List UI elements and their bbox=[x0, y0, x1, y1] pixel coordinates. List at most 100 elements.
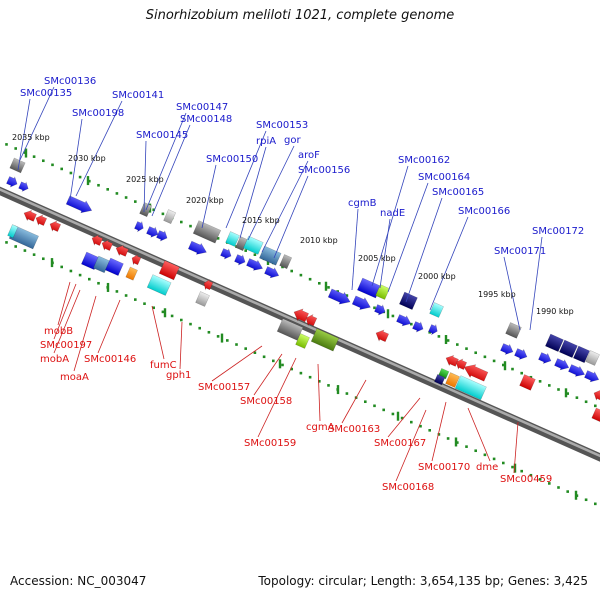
reverse-gene-shape bbox=[203, 278, 214, 291]
forward-gene-label: SMc00148 bbox=[180, 114, 232, 125]
reverse-gene-leader bbox=[431, 401, 447, 462]
forward-gene-leader bbox=[151, 124, 191, 217]
forward-gene-leader bbox=[503, 256, 521, 331]
forward-gene-leader bbox=[75, 100, 123, 197]
reverse-gene-shape bbox=[375, 329, 390, 343]
forward-gene-leader bbox=[371, 165, 409, 287]
reverse-gene-label: SMc00159 bbox=[244, 438, 296, 449]
forward-gene-shape bbox=[225, 231, 240, 247]
reverse-gene-shape bbox=[305, 314, 318, 327]
forward-gene-shape bbox=[234, 254, 246, 266]
forward-gene-shape bbox=[192, 220, 222, 244]
forward-gene-leader bbox=[387, 182, 429, 293]
forward-gene-leader bbox=[239, 146, 267, 239]
reverse-gene-shape bbox=[519, 374, 536, 391]
forward-gene-shape bbox=[585, 350, 600, 366]
forward-gene-label: SMc00153 bbox=[256, 120, 308, 131]
reverse-gene-leader bbox=[387, 397, 421, 438]
forward-gene-shape bbox=[428, 323, 438, 336]
reverse-gene-shape bbox=[146, 274, 172, 296]
forward-gene-shape bbox=[327, 288, 351, 305]
reverse-gene-shape bbox=[35, 214, 48, 226]
reverse-gene-leader bbox=[151, 305, 165, 360]
forward-gene-leader bbox=[351, 208, 359, 291]
forward-gene-label: SMc00162 bbox=[398, 155, 450, 166]
forward-gene-leader bbox=[429, 216, 469, 311]
forward-gene-leader bbox=[17, 98, 31, 171]
forward-gene-leader bbox=[225, 130, 267, 229]
forward-gene-shape bbox=[375, 284, 390, 300]
forward-gene-leader bbox=[143, 140, 147, 213]
reverse-gene-leader bbox=[257, 357, 297, 438]
upper-scale-line bbox=[5, 143, 597, 408]
reverse-gene-leader bbox=[57, 281, 71, 326]
lower-scale-line bbox=[5, 241, 597, 506]
reverse-gene-leader bbox=[341, 379, 367, 424]
reverse-gene-shape bbox=[591, 407, 600, 423]
forward-gene-shape bbox=[146, 226, 159, 238]
reverse-gene-leader bbox=[179, 321, 183, 370]
forward-gene-shape bbox=[187, 240, 207, 255]
scale-label: 2020 kbp bbox=[186, 196, 224, 205]
reverse-gene-shape bbox=[125, 266, 138, 281]
forward-gene-shape bbox=[134, 220, 144, 233]
reverse-gene-leader bbox=[467, 407, 491, 462]
reverse-gene-shape bbox=[131, 253, 142, 266]
forward-gene-shape bbox=[396, 314, 412, 327]
reverse-gene-label: SMc00157 bbox=[198, 382, 250, 393]
forward-gene-leader bbox=[405, 197, 443, 303]
scale-label: 2025 kbp bbox=[126, 175, 164, 184]
reverse-gene-shape bbox=[158, 260, 180, 281]
forward-gene-shape bbox=[264, 266, 280, 279]
forward-gene-label: SMc00172 bbox=[532, 226, 584, 237]
forward-gene-leader bbox=[247, 145, 295, 241]
forward-gene-shape bbox=[235, 236, 249, 252]
map-title: Sinorhizobium meliloti 1021, complete ge… bbox=[145, 8, 455, 23]
genome-backbone bbox=[0, 186, 600, 462]
reverse-gene-shape bbox=[293, 308, 309, 323]
reverse-gene-label: fumC bbox=[150, 360, 177, 371]
forward-gene-shape bbox=[500, 343, 514, 355]
forward-gene-leader bbox=[379, 218, 391, 289]
forward-gene-shape bbox=[6, 176, 18, 188]
forward-gene-shape bbox=[429, 302, 444, 318]
reverse-gene-leader bbox=[211, 345, 263, 382]
forward-gene-shape bbox=[357, 277, 382, 299]
reverse-gene-shape bbox=[295, 333, 310, 349]
reverse-gene-leader bbox=[53, 289, 81, 354]
reverse-gene-leader bbox=[317, 363, 321, 422]
reverse-gene-leader bbox=[253, 353, 283, 396]
reverse-gene-label: SMc00163 bbox=[328, 424, 380, 435]
forward-gene-label: SMc00171 bbox=[494, 246, 546, 257]
forward-gene-label: aroF bbox=[298, 150, 320, 161]
scale-label: 1995 kbp bbox=[478, 290, 516, 299]
reverse-gene-label: mobB bbox=[44, 326, 73, 337]
reverse-gene-shape bbox=[101, 239, 114, 251]
forward-gene-shape bbox=[139, 202, 153, 218]
forward-gene-label: SMc00166 bbox=[458, 206, 510, 217]
scale-label: 2035 kbp bbox=[12, 133, 50, 142]
forward-gene-shape bbox=[156, 230, 168, 242]
accession-label: Accession: NC_003047 bbox=[10, 574, 147, 588]
forward-gene-leader bbox=[201, 164, 217, 229]
forward-gene-label: nadE bbox=[380, 208, 405, 219]
reverse-gene-leader bbox=[97, 299, 121, 354]
forward-gene-label: rpiA bbox=[256, 136, 276, 147]
forward-gene-label: SMc00150 bbox=[206, 154, 258, 165]
forward-gene-shape bbox=[9, 157, 26, 174]
reverse-gene-shape bbox=[93, 255, 110, 274]
reverse-gene-leader bbox=[395, 409, 427, 482]
reverse-gene-label: gph1 bbox=[166, 370, 191, 381]
forward-gene-label: SMc00141 bbox=[112, 90, 164, 101]
forward-gene-shape bbox=[163, 209, 177, 225]
reverse-gene-label: SMc00158 bbox=[240, 396, 292, 407]
forward-gene-shape bbox=[573, 345, 590, 364]
forward-gene-shape bbox=[584, 370, 600, 383]
forward-gene-shape bbox=[246, 258, 264, 271]
scale-label: 2005 kbp bbox=[358, 254, 396, 263]
forward-gene-leader bbox=[145, 112, 187, 211]
forward-gene-shape bbox=[65, 195, 93, 214]
forward-gene-leader bbox=[19, 86, 55, 161]
